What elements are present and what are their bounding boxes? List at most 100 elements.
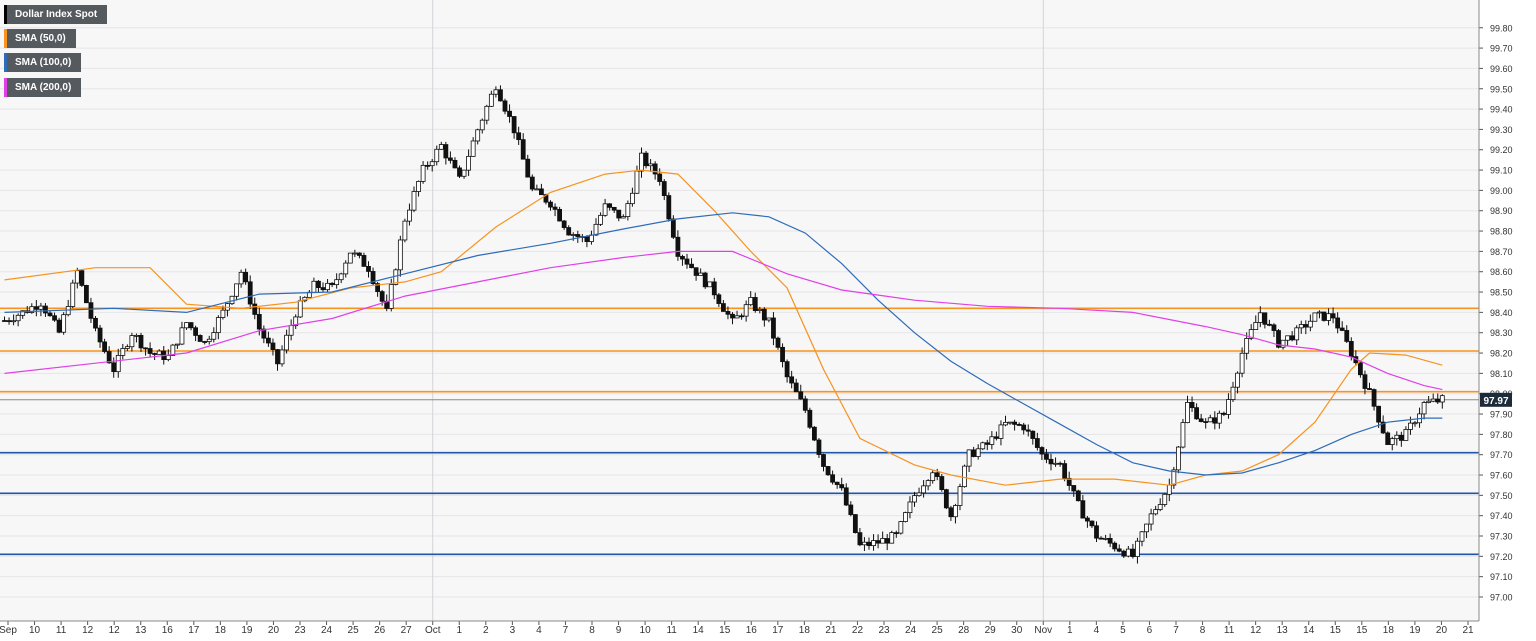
candle-body [1025, 429, 1031, 432]
x-tick-label: 14 [693, 625, 705, 636]
candle-body [447, 157, 453, 161]
legend-item-price[interactable]: Dollar Index Spot [4, 5, 108, 24]
candle-body [434, 148, 440, 163]
x-tick-label: Sep [0, 625, 17, 636]
y-tick-label: 98.50 [1490, 288, 1513, 298]
candle-body [134, 334, 139, 337]
x-tick-label: 8 [1200, 625, 1206, 636]
sma-50-line [4, 169, 1443, 486]
legend-item-sma-200[interactable]: SMA (200,0) [4, 78, 82, 97]
candle-body [38, 305, 44, 310]
candle-body [689, 263, 694, 269]
candle-body [1408, 422, 1413, 430]
candle-body [1335, 317, 1341, 329]
candle-body [893, 532, 899, 535]
x-tick-label: 4 [536, 625, 542, 636]
candle-body [1330, 313, 1336, 319]
candle-body [320, 287, 326, 291]
x-tick-label: 13 [135, 625, 147, 636]
candle-body [1389, 438, 1395, 445]
candle-body [903, 512, 908, 522]
candle-body [475, 129, 481, 142]
x-tick-label: 11 [1224, 625, 1235, 636]
candle-body [784, 361, 790, 378]
candle-body [802, 398, 808, 411]
x-tick-label: 2 [483, 625, 489, 636]
candle-body [397, 239, 403, 271]
candle-body [438, 144, 444, 150]
candle-body [539, 188, 544, 196]
candle-body [193, 327, 199, 336]
y-tick-label: 98.80 [1490, 227, 1513, 237]
legend-item-sma-100[interactable]: SMA (100,0) [4, 53, 82, 72]
x-tick-label: 16 [162, 625, 174, 636]
candle-body [520, 139, 526, 160]
candle-body [1221, 412, 1227, 415]
candle-body [953, 505, 958, 518]
candle-body [1380, 421, 1386, 434]
candle-body [1385, 432, 1391, 445]
candle-body [152, 353, 158, 355]
candle-body [1394, 434, 1400, 440]
legend-item-sma-50[interactable]: SMA (50,0) [4, 29, 76, 48]
candle-body [1121, 550, 1127, 557]
legend-label: Dollar Index Spot [15, 9, 98, 20]
y-tick-label: 97.70 [1490, 450, 1513, 460]
x-tick-label: 19 [241, 625, 253, 636]
y-tick-label: 99.10 [1490, 166, 1513, 176]
candle-body [1016, 423, 1022, 426]
candle-body [1053, 462, 1058, 465]
candle-body [1226, 399, 1231, 415]
candle-body [2, 320, 7, 322]
candle-body [1280, 339, 1286, 348]
candle-body [70, 282, 76, 307]
candle-body [857, 532, 863, 546]
x-tick-label: 17 [772, 625, 784, 636]
candle-body [657, 173, 663, 182]
candle-body [143, 347, 148, 350]
candle-body [1412, 422, 1418, 425]
candle-body [498, 89, 503, 102]
candle-body [839, 484, 845, 489]
candle-body [1203, 421, 1209, 423]
candle-body [1144, 523, 1149, 533]
candle-body [680, 256, 685, 260]
candle-body [1166, 484, 1172, 495]
candle-body [129, 335, 135, 348]
candle-body [334, 279, 340, 286]
candle-body [1321, 311, 1327, 321]
candle-body [866, 541, 872, 547]
candle-body [52, 315, 57, 321]
candle-body [1303, 324, 1309, 328]
candle-body [780, 346, 785, 363]
candle-body [934, 472, 940, 477]
candle-body [507, 110, 512, 117]
candle-body [584, 236, 590, 242]
candle-body [361, 255, 367, 267]
candle-body [693, 267, 699, 276]
candle-body [1044, 453, 1049, 460]
y-tick-label: 99.20 [1490, 145, 1513, 155]
candle-body [1244, 338, 1250, 354]
candle-body [1048, 458, 1054, 465]
x-tick-label: 13 [1277, 625, 1289, 636]
candle-body [206, 338, 212, 343]
candle-body [757, 308, 763, 311]
x-tick-label: 30 [1011, 625, 1023, 636]
candle-body [174, 343, 180, 346]
candle-body [789, 376, 795, 384]
candle-body [79, 270, 85, 286]
candle-body [821, 454, 826, 467]
candle-body [816, 439, 822, 455]
candle-body [1157, 504, 1163, 510]
y-tick-label: 98.40 [1490, 308, 1513, 318]
candle-body [1239, 352, 1245, 374]
candle-body [47, 312, 53, 317]
candle-body [798, 391, 804, 400]
x-tick-label: 24 [905, 625, 917, 636]
y-tick-label: 97.60 [1490, 471, 1513, 481]
x-tick-label: 11 [666, 625, 677, 636]
candle-body [443, 144, 449, 159]
candle-body [984, 442, 990, 445]
